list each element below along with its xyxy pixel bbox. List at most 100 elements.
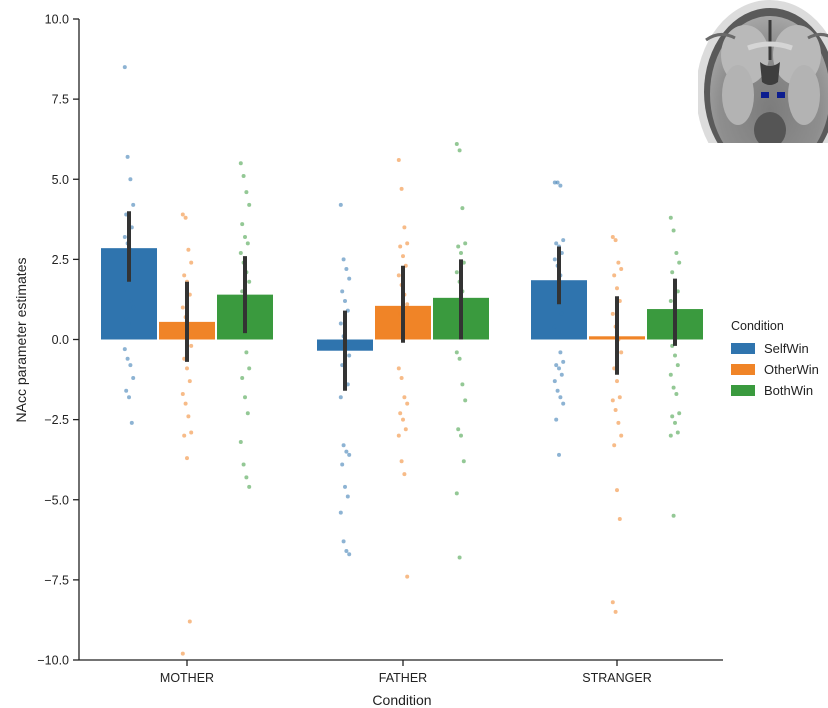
point	[128, 363, 133, 368]
point	[460, 382, 465, 387]
point	[619, 433, 624, 438]
point	[561, 238, 566, 243]
point	[402, 225, 407, 230]
point	[610, 398, 615, 403]
point	[396, 273, 401, 278]
point	[341, 443, 346, 448]
point	[554, 417, 559, 422]
point	[460, 206, 465, 211]
point	[552, 257, 557, 262]
point	[344, 266, 349, 271]
point	[617, 516, 622, 521]
y-tick-label: 2.5	[52, 253, 69, 267]
point	[463, 241, 468, 246]
point	[122, 347, 127, 352]
point	[247, 484, 252, 489]
point	[240, 222, 245, 227]
legend-swatch-selfwin	[731, 343, 755, 354]
point	[610, 311, 615, 316]
point	[554, 363, 559, 368]
y-tick-label: 5.0	[52, 173, 69, 187]
point	[670, 414, 675, 419]
point	[558, 395, 563, 400]
point	[673, 420, 677, 425]
point	[183, 401, 188, 406]
point	[341, 539, 346, 544]
point	[189, 260, 194, 265]
point	[347, 353, 352, 358]
legend-label-otherwin: OtherWin	[764, 362, 819, 377]
point	[129, 331, 134, 336]
point	[347, 452, 352, 457]
y-tick-label: −2.5	[44, 413, 69, 427]
point	[617, 395, 622, 400]
tick-labels: −10.0 −7.5 −5.0 −2.5 0.0 2.5 5.0 7.5 10.0 MOTHER F…	[37, 13, 651, 686]
point	[463, 398, 468, 403]
point	[677, 411, 682, 416]
point	[612, 273, 617, 278]
point	[238, 161, 243, 166]
y-tick-label: 0.0	[52, 333, 69, 347]
point	[243, 395, 247, 400]
point	[131, 305, 136, 310]
legend-label-bothwin: BothWin	[764, 383, 813, 398]
point	[561, 283, 566, 288]
point	[668, 299, 673, 304]
point	[247, 202, 252, 207]
point	[615, 286, 619, 291]
point	[615, 488, 619, 493]
point	[612, 443, 617, 448]
point	[615, 379, 619, 384]
point	[182, 433, 187, 438]
point	[405, 401, 410, 406]
point	[183, 215, 188, 220]
point	[459, 433, 463, 438]
y-tick-label: −10.0	[37, 654, 69, 668]
point	[399, 459, 404, 464]
point	[186, 247, 191, 252]
point	[129, 420, 134, 425]
point	[557, 366, 561, 371]
legend: Condition SelfWin OtherWin BothWin	[731, 319, 819, 398]
point	[674, 250, 679, 255]
point	[347, 552, 352, 557]
point	[454, 350, 459, 355]
point	[238, 440, 243, 445]
point	[243, 234, 247, 239]
point	[673, 353, 677, 358]
point	[128, 177, 133, 182]
point	[244, 475, 249, 480]
point	[247, 366, 252, 371]
point	[552, 180, 557, 185]
point	[127, 395, 131, 400]
legend-title: Condition	[731, 319, 784, 333]
data-points	[122, 65, 682, 656]
point	[343, 484, 347, 489]
point	[189, 343, 194, 348]
point	[128, 299, 133, 304]
point	[668, 372, 673, 377]
point	[457, 148, 462, 153]
point	[125, 356, 130, 361]
point	[558, 183, 563, 188]
point	[559, 372, 564, 377]
legend-label-selfwin: SelfWin	[764, 341, 809, 356]
point	[131, 202, 136, 207]
point	[247, 279, 252, 284]
point	[552, 379, 557, 384]
point	[244, 350, 249, 355]
point	[613, 609, 618, 614]
y-tick-label: 7.5	[52, 93, 69, 107]
point	[399, 375, 404, 380]
point	[401, 417, 405, 422]
point	[122, 279, 127, 284]
point	[671, 385, 676, 390]
point	[131, 375, 136, 380]
point	[245, 241, 250, 246]
point	[405, 302, 410, 307]
point	[456, 427, 461, 432]
point	[457, 356, 462, 361]
y-tick-label: 10.0	[45, 13, 69, 27]
point	[241, 174, 246, 179]
point	[405, 241, 410, 246]
